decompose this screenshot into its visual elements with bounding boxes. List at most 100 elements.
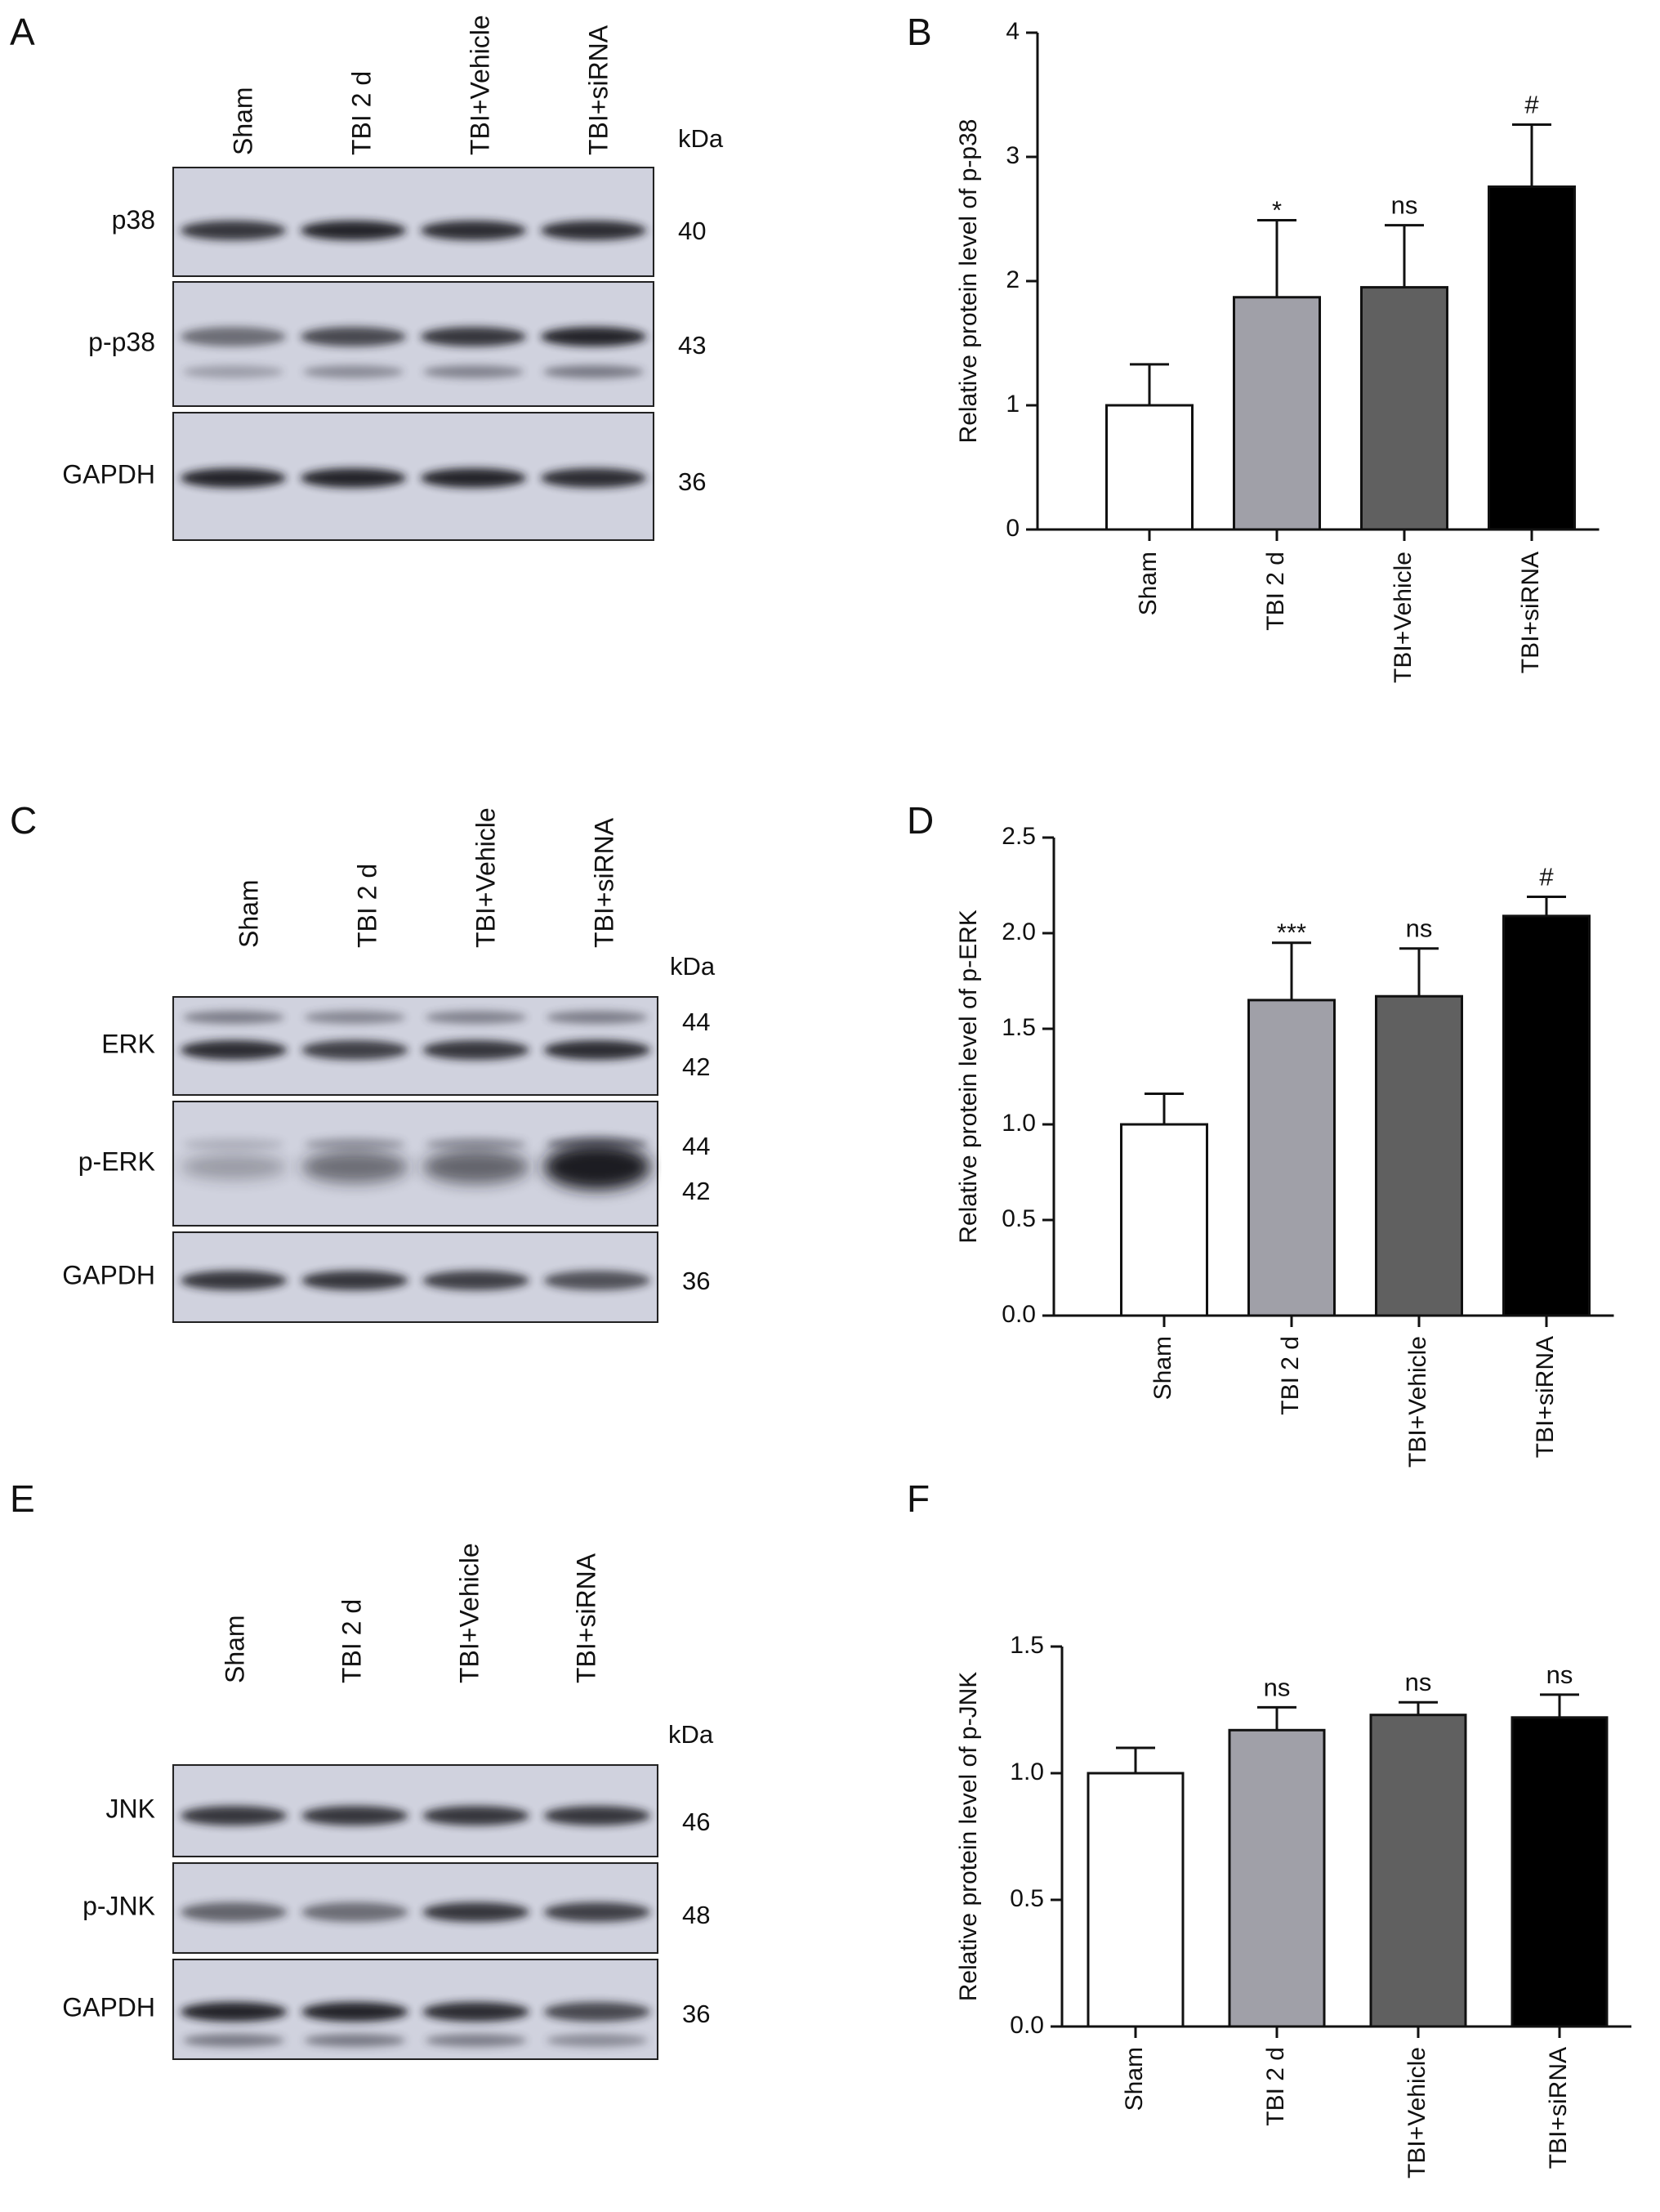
- blot-band: [301, 1902, 408, 1922]
- blot-band: [301, 1040, 408, 1060]
- blot-band: [540, 327, 647, 346]
- marker-kda: 46: [682, 1808, 710, 1836]
- y-tick-label: 0.0: [1002, 1301, 1036, 1328]
- y-axis-label: Relative protein level of p-ERK: [955, 909, 982, 1244]
- blot-band: [301, 1271, 408, 1290]
- blot-row-label: p-JNK: [83, 1891, 155, 1920]
- blot-band: [180, 1271, 288, 1290]
- blot-band-secondary: [304, 1137, 406, 1151]
- blot-band: [422, 1150, 529, 1184]
- blot-band-secondary: [182, 1011, 285, 1024]
- bar-tbi-sirna: [1502, 914, 1591, 1317]
- lane-label: TBI+Vehicle: [465, 15, 494, 155]
- blot-band: [543, 1144, 651, 1190]
- lane-label: Sham: [228, 87, 257, 155]
- blot-band: [180, 221, 287, 240]
- marker-kda: 43: [678, 331, 706, 360]
- bar-sham: [1120, 1123, 1208, 1317]
- blot-band: [300, 327, 407, 346]
- blot-band-secondary: [304, 1011, 406, 1024]
- y-tick-label: 0: [1006, 515, 1020, 542]
- blot-band: [301, 1806, 408, 1825]
- significance-label: #: [1539, 863, 1554, 892]
- blot-panels: A Sham TBI 2 d TBI+Vehicle TBI+siRNA kDa p38 40…: [10, 11, 724, 2060]
- blot-band: [420, 327, 527, 346]
- blot-band-secondary: [425, 1137, 527, 1151]
- marker-kda: 36: [682, 1267, 710, 1295]
- significance-label: ns: [1405, 1668, 1432, 1696]
- blot-band-secondary: [542, 365, 645, 378]
- blot-band: [180, 2002, 288, 2022]
- marker-kda: 44: [682, 1008, 710, 1036]
- x-tick-label: TBI+siRNA: [1545, 2047, 1572, 2169]
- bar-sham: [1087, 1772, 1185, 2028]
- panel-letter: E: [10, 1477, 35, 1520]
- kda-label: kDa: [668, 1720, 714, 1749]
- blot-band: [422, 2002, 529, 2022]
- blot-row-label: GAPDH: [62, 1260, 155, 1289]
- blot-band: [180, 1902, 288, 1922]
- blot-panel-e: E Sham TBI 2 d TBI+Vehicle TBI+siRNA kDa JNK 46…: [10, 1477, 714, 2060]
- y-tick-label: 1: [1006, 391, 1020, 418]
- blot-band: [422, 1902, 529, 1922]
- blot-band: [422, 1806, 529, 1825]
- x-tick-label: TBI+siRNA: [1517, 552, 1544, 673]
- blot-row-gapdh: GAPDH 36: [62, 1231, 710, 1323]
- lane-label: TBI+siRNA: [589, 817, 618, 948]
- blot-band-secondary: [182, 2034, 285, 2047]
- y-tick-label: 3: [1006, 142, 1020, 169]
- blot-panel-c: C Sham TBI 2 d TBI+Vehicle TBI+siRNA kDa ERK 44…: [10, 799, 716, 1323]
- blot-row-p-jnk: p-JNK 48: [83, 1862, 710, 1954]
- bar-tbi-2-d: [1228, 1728, 1326, 2028]
- blot-row-label: p-p38: [88, 327, 155, 356]
- panel-letter: A: [10, 11, 35, 53]
- bar-tbi-vehicle: [1369, 1714, 1467, 2028]
- blot-band-secondary: [182, 365, 284, 378]
- lane-label: TBI+siRNA: [571, 1553, 600, 1683]
- y-tick-label: 0.5: [1010, 1885, 1044, 1912]
- x-tick-label: TBI+Vehicle: [1390, 552, 1417, 683]
- chart-b: B 0 1 2 3 4 Relative protein level of p-p38 Sha…: [907, 11, 1600, 683]
- blot-band-secondary: [304, 2034, 406, 2047]
- significance-label: *: [1272, 196, 1282, 225]
- y-tick-label: 1.5: [1010, 1632, 1044, 1659]
- blot-band: [301, 1151, 408, 1183]
- y-tick-label: 0.5: [1002, 1205, 1036, 1232]
- marker-kda: 42: [682, 1177, 710, 1205]
- blot-band: [420, 221, 527, 240]
- chart-d: D 0.0 0.5 1.0 1.5 2.0 2.5 Relative protein leve…: [907, 799, 1614, 1468]
- blot-panel-a: A Sham TBI 2 d TBI+Vehicle TBI+siRNA kDa p38 40…: [10, 11, 724, 541]
- lane-label: TBI 2 d: [352, 864, 382, 948]
- lane-label: TBI+siRNA: [583, 25, 613, 155]
- marker-kda: 48: [682, 1901, 710, 1929]
- y-axis-label: Relative protein level of p-JNK: [955, 1672, 982, 2002]
- y-tick-label: 4: [1006, 18, 1020, 45]
- blot-row-label: JNK: [106, 1794, 155, 1823]
- y-tick-label: 1.5: [1002, 1014, 1036, 1041]
- y-tick-label: 2.0: [1002, 918, 1036, 945]
- panel-letter: C: [10, 799, 37, 842]
- blot-band: [180, 327, 287, 346]
- marker-kda: 36: [678, 467, 706, 496]
- lane-label: TBI+Vehicle: [454, 1543, 484, 1683]
- x-tick-label: TBI+Vehicle: [1403, 2047, 1430, 2178]
- bar-charts: B 0 1 2 3 4 Relative protein level of p-p38 Sha…: [907, 11, 1631, 2178]
- kda-label: kDa: [678, 124, 724, 153]
- significance-label: ns: [1406, 914, 1433, 943]
- blot-band: [422, 1271, 529, 1290]
- marker-kda: 44: [682, 1132, 710, 1160]
- blot-row-label: p-ERK: [78, 1146, 155, 1176]
- blot-row-label: ERK: [101, 1029, 155, 1058]
- blot-band-secondary: [302, 365, 404, 378]
- x-tick-label: TBI+Vehicle: [1404, 1336, 1431, 1468]
- panel-letter: F: [907, 1477, 930, 1520]
- y-axis-label: Relative protein level of p-p38: [955, 119, 982, 444]
- blot-band: [543, 2002, 651, 2022]
- lane-label: Sham: [220, 1615, 249, 1683]
- blot-band: [180, 1040, 288, 1060]
- blot-row-p-p38: p-p38 43: [88, 281, 706, 407]
- blot-band: [300, 468, 407, 488]
- blot-band: [300, 221, 407, 240]
- lane-label: Sham: [234, 879, 263, 948]
